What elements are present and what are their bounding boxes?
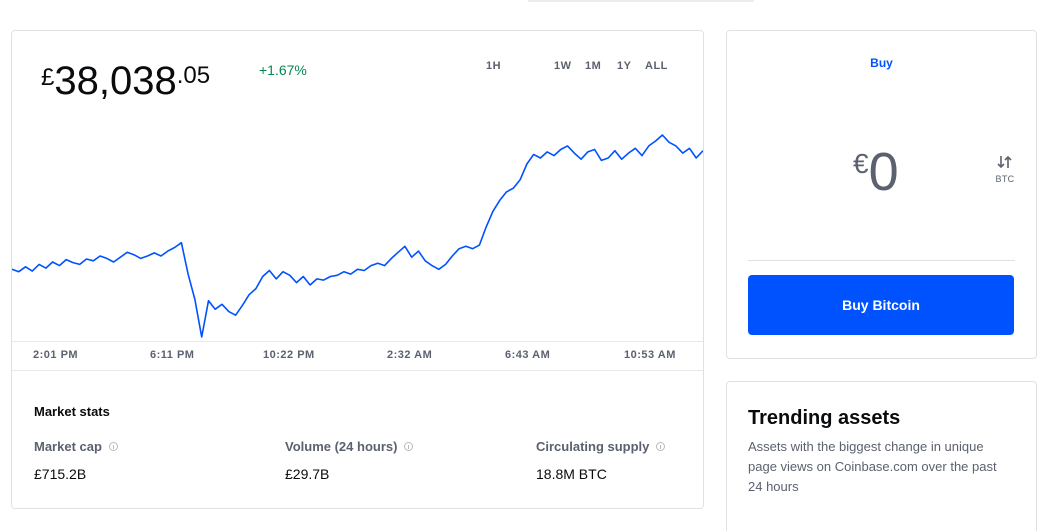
stat-label: Market cap <box>34 439 118 454</box>
stat-label-text: Market cap <box>34 439 102 454</box>
range-1w[interactable]: 1W <box>554 60 572 72</box>
x-tick: 6:43 AM <box>505 349 551 361</box>
chart-x-axis: 2:01 PM 6:11 PM 10:22 PM 2:32 AM 6:43 AM… <box>12 341 703 371</box>
tab-buy[interactable]: Buy <box>870 56 893 70</box>
range-1h[interactable]: 1H <box>486 60 502 72</box>
info-icon[interactable] <box>656 442 666 451</box>
stat-value: 18.8M BTC <box>536 466 607 482</box>
time-range-selector: 1H 1W 1M 1Y ALL <box>12 60 703 74</box>
info-icon[interactable] <box>404 442 414 451</box>
stat-value: £29.7B <box>285 466 330 482</box>
market-stats-title: Market stats <box>34 404 110 419</box>
stat-volume: Volume (24 hours) £29.7B <box>285 439 414 482</box>
range-all[interactable]: ALL <box>645 60 668 72</box>
buy-bitcoin-button[interactable]: Buy Bitcoin <box>748 275 1014 335</box>
price-decimal: .05 <box>176 62 211 89</box>
stat-label-text: Circulating supply <box>536 439 650 454</box>
info-icon[interactable] <box>108 442 118 451</box>
trending-title: Trending assets <box>748 407 901 429</box>
range-1m[interactable]: 1M <box>585 60 602 72</box>
buy-amount-input[interactable]: € 0 <box>853 145 899 199</box>
x-tick: 10:22 PM <box>263 349 315 361</box>
x-tick: 10:53 AM <box>624 349 676 361</box>
price-currency-symbol: £ <box>41 64 55 91</box>
currency-switch-button[interactable]: BTC <box>992 155 1018 184</box>
buy-card: Buy € 0 BTC Buy Bitcoin <box>726 30 1037 359</box>
top-hint-bar <box>528 0 754 2</box>
price-change-percent: +1.67% <box>259 62 307 78</box>
x-tick: 2:32 AM <box>387 349 433 361</box>
switch-currency-label: BTC <box>995 174 1015 184</box>
stat-market-cap: Market cap £715.2B <box>34 439 118 482</box>
trending-description: Assets with the biggest change in unique… <box>748 439 997 494</box>
stat-value: £715.2B <box>34 466 87 482</box>
stat-label: Volume (24 hours) <box>285 439 414 454</box>
stat-circulating-supply: Circulating supply 18.8M BTC <box>536 439 666 482</box>
amount-value: 0 <box>868 142 899 202</box>
swap-arrows-icon <box>997 155 1012 169</box>
divider <box>748 260 1015 261</box>
price-line <box>12 134 703 338</box>
price-chart-card: £ 38,038 .05 +1.67% 1H 1W 1M 1Y ALL 2:01… <box>11 30 704 509</box>
range-1y[interactable]: 1Y <box>617 60 632 72</box>
trending-assets-card: Trending assets Assets with the biggest … <box>726 381 1037 531</box>
amount-currency-symbol: € <box>853 148 869 179</box>
price-line-chart[interactable] <box>12 131 703 341</box>
x-tick: 2:01 PM <box>33 349 79 361</box>
x-tick: 6:11 PM <box>150 349 195 361</box>
price-integer: 38,038 <box>54 59 177 103</box>
stat-label: Circulating supply <box>536 439 666 454</box>
current-price: £ 38,038 .05 <box>41 61 210 101</box>
stat-label-text: Volume (24 hours) <box>285 439 398 454</box>
